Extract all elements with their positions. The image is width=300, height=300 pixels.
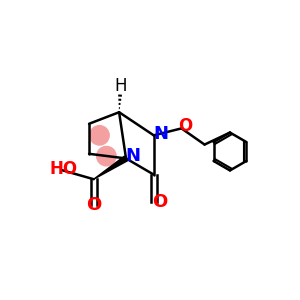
Text: HO: HO <box>50 160 78 178</box>
Circle shape <box>90 126 109 145</box>
Circle shape <box>97 146 116 166</box>
Text: O: O <box>178 117 193 135</box>
Text: N: N <box>125 147 140 165</box>
Text: N: N <box>153 125 168 143</box>
Text: O: O <box>152 193 167 211</box>
Text: O: O <box>86 196 101 214</box>
Text: H: H <box>114 77 127 95</box>
Polygon shape <box>94 156 128 179</box>
